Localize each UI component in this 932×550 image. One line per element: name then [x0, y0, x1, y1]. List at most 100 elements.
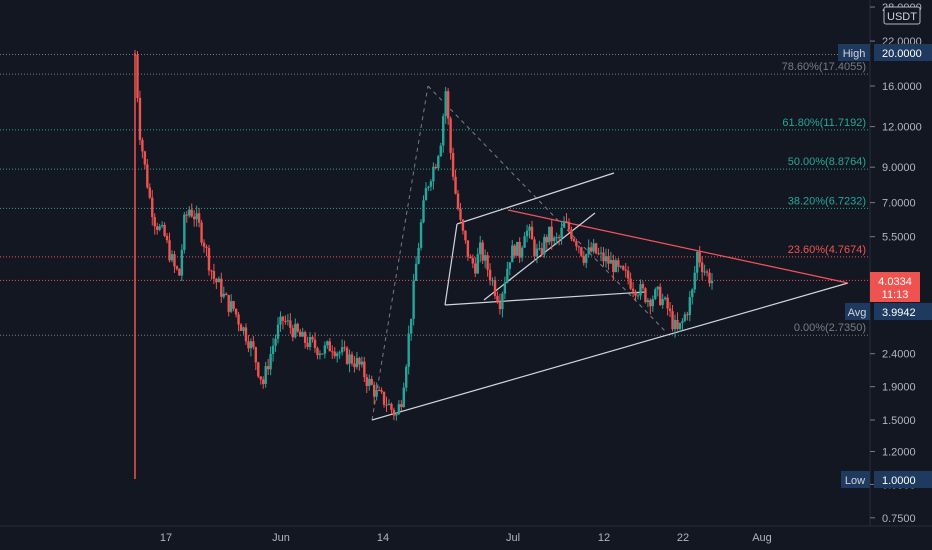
- candle-body: [232, 301, 235, 309]
- candle-body: [407, 333, 410, 367]
- candle-body: [565, 221, 568, 223]
- candle-body: [587, 247, 590, 255]
- candle-body: [350, 354, 354, 364]
- triangle-support-line: [371, 282, 849, 421]
- candle-body: [626, 270, 630, 279]
- candle-body: [683, 314, 687, 321]
- low-value: 1.0000: [882, 475, 916, 487]
- candle-body: [696, 251, 699, 273]
- x-tick-label: 17: [160, 532, 172, 544]
- candle-body: [528, 226, 531, 231]
- currency-badge[interactable]: USDT: [883, 6, 921, 25]
- x-tick-label: 22: [677, 532, 689, 544]
- candle-body: [469, 256, 472, 259]
- candle-body: [326, 341, 329, 346]
- candle-body: [493, 280, 497, 296]
- y-tick-label: 5.5000: [882, 232, 916, 244]
- candle-body: [365, 377, 368, 386]
- candle-body: [481, 242, 484, 261]
- candle-body: [622, 266, 625, 270]
- candle-body: [229, 301, 233, 312]
- zigzag-down-dashed: [427, 85, 668, 334]
- candle-body: [138, 97, 142, 140]
- candle-body: [503, 282, 507, 294]
- candle-body: [335, 353, 339, 357]
- candle-body: [348, 354, 351, 364]
- candle-body: [303, 332, 307, 343]
- candle-body: [173, 254, 176, 267]
- candle-body: [636, 295, 640, 297]
- candle-body: [190, 209, 193, 217]
- candle-body: [646, 300, 650, 303]
- candle-body: [202, 242, 206, 247]
- candle-body: [409, 318, 413, 334]
- candle-body: [328, 341, 331, 352]
- candle-body: [454, 176, 457, 194]
- candle-body: [686, 314, 689, 316]
- bar-countdown: 11:13: [882, 289, 909, 301]
- candle-body: [353, 363, 356, 368]
- candle-body: [377, 390, 381, 392]
- candle-body: [634, 291, 637, 296]
- candle-body: [316, 347, 319, 356]
- candle-body: [442, 116, 445, 146]
- candle-body: [577, 246, 581, 248]
- fib-level-label: 61.80%(11.7192): [782, 117, 866, 129]
- candle-body: [439, 145, 442, 157]
- candle-body: [550, 226, 553, 242]
- candle-body: [289, 320, 292, 328]
- candle-body: [368, 378, 371, 386]
- candle-body: [400, 404, 403, 407]
- trendline-drawings: [371, 85, 849, 421]
- candle-body: [333, 351, 336, 357]
- candle-body: [525, 230, 529, 237]
- candle-body: [239, 324, 243, 331]
- candle-body: [506, 268, 509, 283]
- candle-body: [168, 240, 171, 261]
- candle-body: [513, 245, 516, 256]
- candle-body: [380, 390, 383, 392]
- price-axis: 28.000022.000016.000012.00009.00007.0000…: [869, 0, 922, 526]
- candle-body: [545, 236, 548, 243]
- candle-body: [207, 247, 211, 271]
- candle-body: [183, 214, 186, 250]
- candle-body: [580, 247, 583, 256]
- candle-body: [422, 200, 425, 223]
- candle-body: [148, 187, 151, 198]
- candle-body: [437, 156, 440, 169]
- y-tick-label: 1.5000: [882, 415, 916, 427]
- candle-body: [629, 278, 632, 289]
- candle-body: [486, 255, 489, 270]
- candle-body: [676, 319, 679, 329]
- candle-body: [155, 226, 159, 230]
- candle-body: [614, 260, 618, 273]
- candle-body: [158, 226, 161, 230]
- candle-body: [427, 186, 430, 188]
- candle-body: [321, 353, 324, 355]
- candle-body: [602, 252, 605, 262]
- candle-body: [222, 293, 225, 297]
- candle-body: [641, 284, 645, 289]
- candle-body: [417, 247, 420, 264]
- candle-body: [217, 278, 221, 283]
- candle-body: [666, 297, 669, 309]
- candle-body: [649, 300, 652, 307]
- avg-value: 3.9942: [882, 307, 916, 319]
- y-tick-label: 9.0000: [882, 162, 916, 174]
- y-tick-label: 1.9000: [882, 382, 916, 394]
- candle-body: [476, 254, 479, 274]
- candle-body: [331, 351, 334, 353]
- candle-body: [249, 341, 253, 349]
- candle-body: [355, 357, 359, 368]
- candle-body: [663, 297, 667, 300]
- candle-body: [582, 255, 585, 263]
- candle-body: [375, 390, 378, 397]
- y-tick-label: 1.2000: [882, 446, 916, 458]
- candle-body: [244, 327, 248, 342]
- candle-body: [286, 320, 290, 322]
- currency-label: USDT: [887, 11, 917, 23]
- candle-body: [281, 316, 285, 321]
- candle-body: [594, 243, 598, 254]
- candle-body: [358, 357, 361, 365]
